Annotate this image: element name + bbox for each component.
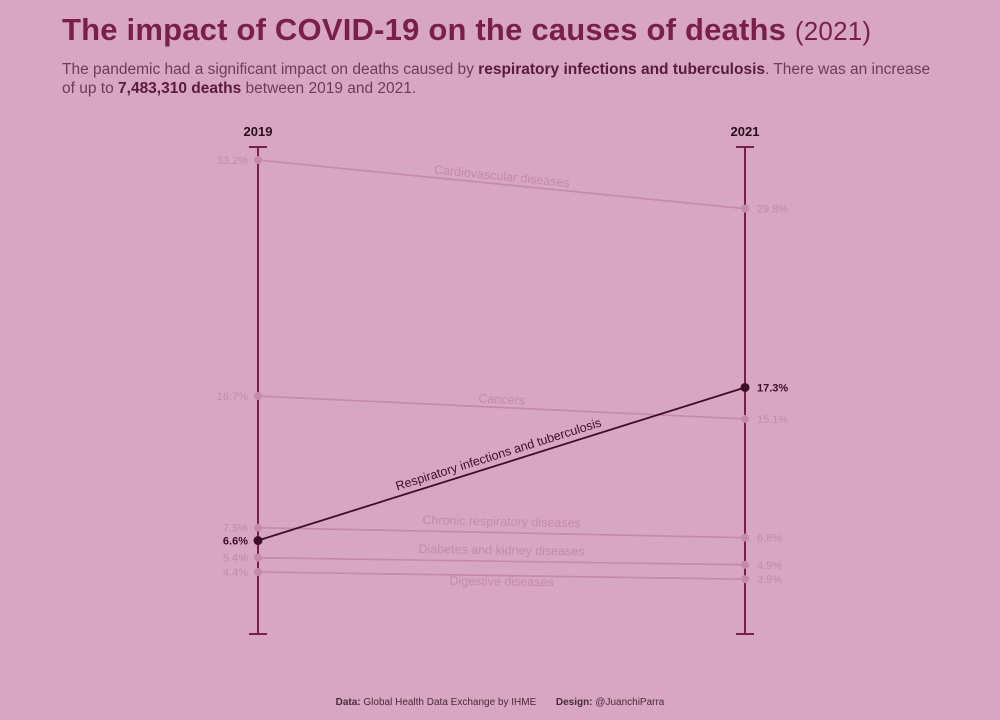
series-label-respiratory-infections-and-tuberculosis: Respiratory infections and tuberculosis xyxy=(394,416,603,494)
point-2021-cancers xyxy=(741,414,749,423)
footer-design-label: Design: xyxy=(555,697,593,708)
point-2019-digestive-diseases xyxy=(254,568,262,576)
value-label-2019-digestive-diseases: 4.4% xyxy=(223,567,248,579)
series-label-cardiovascular-diseases: Cardiovascular diseases xyxy=(433,163,570,190)
value-label-2019-chronic-respiratory-diseases: 7.5% xyxy=(223,523,248,535)
series-line-cardiovascular-diseases xyxy=(257,159,746,210)
series-line-cancers xyxy=(257,395,746,420)
subtitle-bold2: 7,483,310 deaths xyxy=(118,80,242,97)
value-label-2019-respiratory-infections-and-tuberculosis: 6.6% xyxy=(223,536,248,548)
subtitle-part3: between 2019 and 2021. xyxy=(241,80,417,97)
series-line-diabetes-and-kidney-diseases xyxy=(257,556,746,566)
point-2019-cancers xyxy=(254,392,262,401)
chart-title: The impact of COVID-19 on the causes of … xyxy=(62,12,871,48)
chart-subtitle: The pandemic had a significant impact on… xyxy=(62,60,942,98)
value-label-2019-diabetes-and-kidney-diseases: 5.4% xyxy=(223,553,248,565)
point-2021-respiratory-infections-and-tuberculosis xyxy=(740,382,750,392)
series-label-cancers: Cancers xyxy=(478,391,525,407)
value-label-2021-digestive-diseases: 3.9% xyxy=(757,574,782,586)
footer-data-source: Global Health Data Exchange by IHME xyxy=(363,697,537,708)
series-label-digestive-diseases: Digestive diseases xyxy=(449,574,553,590)
point-2019-cardiovascular-diseases xyxy=(254,156,262,164)
x-tick-label-2019: 2019 xyxy=(244,124,273,139)
point-2019-diabetes-and-kidney-diseases xyxy=(254,553,262,562)
point-2019-chronic-respiratory-diseases xyxy=(254,523,262,532)
footer-design-credit: @JuanchiParra xyxy=(595,697,665,708)
series-line-digestive-diseases xyxy=(257,571,746,580)
chart-title-year: (2021) xyxy=(794,16,872,46)
chart-title-main: The impact of COVID-19 on the causes of … xyxy=(62,12,787,47)
value-label-2021-cancers: 15.1% xyxy=(757,414,788,426)
value-label-2021-chronic-respiratory-diseases: 6.8% xyxy=(757,533,782,545)
value-label-2019-cancers: 16.7% xyxy=(217,391,248,403)
point-2019-respiratory-infections-and-tuberculosis xyxy=(253,536,263,546)
subtitle-part2: . There was an increase of up to xyxy=(62,61,931,97)
value-label-2021-diabetes-and-kidney-diseases: 4.9% xyxy=(757,560,782,572)
value-label-2021-cardiovascular-diseases: 29.8% xyxy=(757,204,788,216)
subtitle-bold1: respiratory infections and tuberculosis xyxy=(478,61,765,78)
point-2021-digestive-diseases xyxy=(741,575,749,584)
footer: Data: Global Health Data Exchange by IHM… xyxy=(0,697,1000,708)
point-2021-chronic-respiratory-diseases xyxy=(741,533,749,542)
series-label-chronic-respiratory-diseases: Chronic respiratory diseases xyxy=(422,513,581,530)
value-label-2019-cardiovascular-diseases: 33.2% xyxy=(217,155,248,167)
subtitle-part1: The pandemic had a significant impact on… xyxy=(62,61,479,78)
series-line-chronic-respiratory-diseases xyxy=(257,526,746,539)
series-label-diabetes-and-kidney-diseases: Diabetes and kidney diseases xyxy=(418,542,584,558)
value-label-2021-respiratory-infections-and-tuberculosis: 17.3% xyxy=(757,382,788,394)
series-line-respiratory-infections-and-tuberculosis xyxy=(257,386,746,542)
footer-data-label: Data: xyxy=(335,697,361,708)
point-2021-cardiovascular-diseases xyxy=(741,204,749,213)
x-tick-label-2021: 2021 xyxy=(731,124,760,139)
point-2021-diabetes-and-kidney-diseases xyxy=(741,560,749,569)
